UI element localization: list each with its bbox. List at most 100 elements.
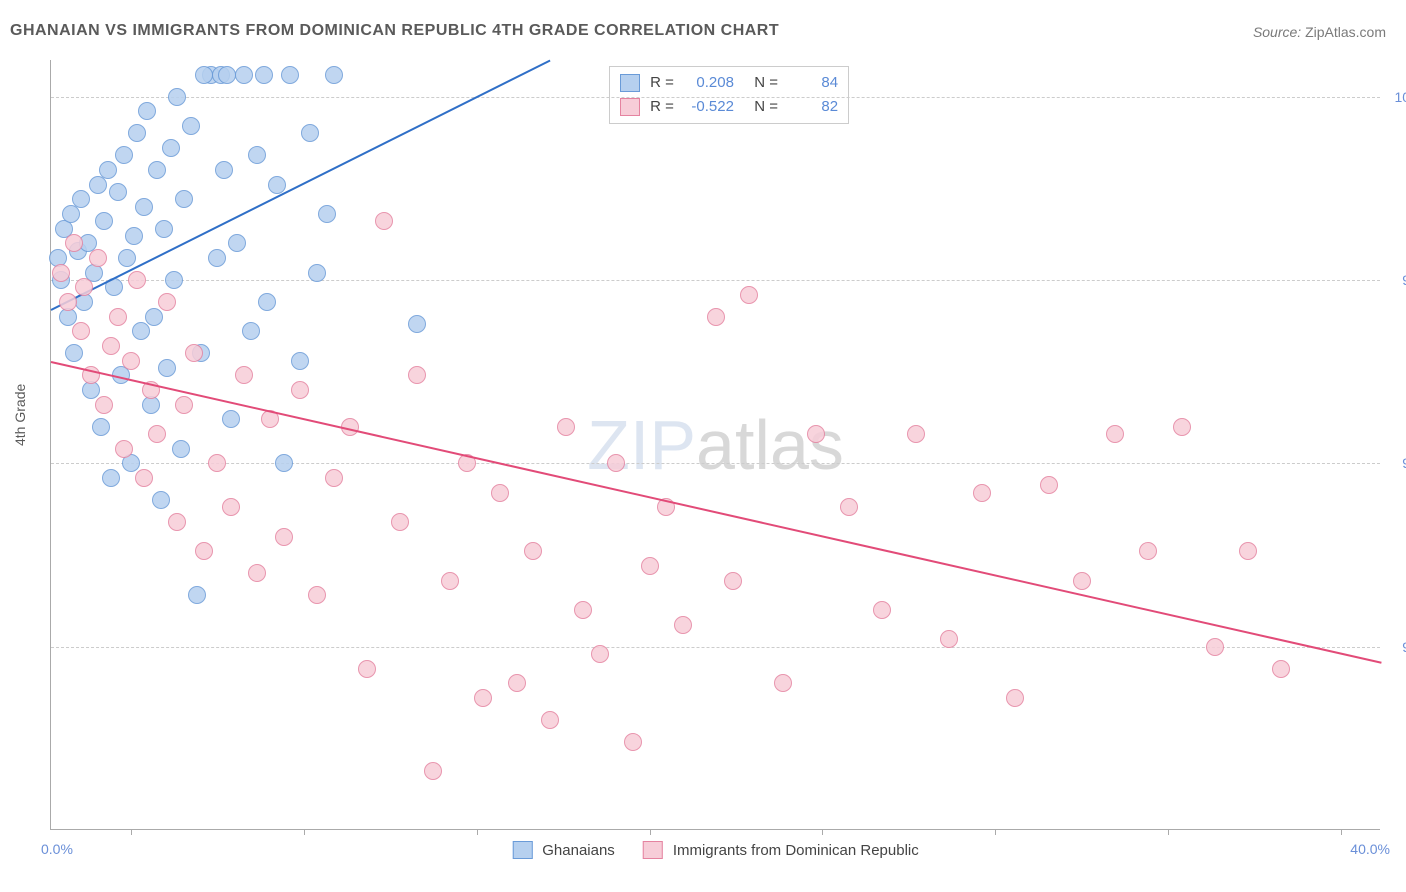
scatter-point-dominican: [391, 513, 409, 531]
chart-legend: Ghanaians Immigrants from Dominican Repu…: [512, 841, 918, 859]
scatter-point-dominican: [325, 469, 343, 487]
scatter-point-ghanaians: [242, 322, 260, 340]
x-tick-mark: [822, 829, 823, 835]
scatter-point-dominican: [873, 601, 891, 619]
scatter-point-dominican: [408, 366, 426, 384]
scatter-point-ghanaians: [308, 264, 326, 282]
scatter-point-ghanaians: [115, 146, 133, 164]
trend-line-ghanaians: [51, 60, 551, 311]
r-value-ghanaians: 0.208: [680, 71, 734, 95]
scatter-point-ghanaians: [102, 469, 120, 487]
scatter-point-dominican: [175, 396, 193, 414]
scatter-point-dominican: [591, 645, 609, 663]
scatter-point-dominican: [740, 286, 758, 304]
scatter-point-dominican: [574, 601, 592, 619]
scatter-point-ghanaians: [109, 183, 127, 201]
y-tick-label: 100.0%: [1395, 89, 1406, 105]
scatter-point-dominican: [1206, 638, 1224, 656]
r-label: R =: [650, 71, 674, 95]
scatter-point-dominican: [474, 689, 492, 707]
scatter-point-dominican: [1040, 476, 1058, 494]
y-tick-label: 95.0%: [1402, 455, 1406, 471]
watermark-part2: atlas: [696, 406, 844, 484]
scatter-point-dominican: [95, 396, 113, 414]
scatter-point-dominican: [724, 572, 742, 590]
legend-swatch-dominican: [643, 841, 663, 859]
n-label: N =: [754, 95, 778, 119]
scatter-point-dominican: [59, 293, 77, 311]
scatter-point-dominican: [424, 762, 442, 780]
scatter-point-dominican: [135, 469, 153, 487]
scatter-point-ghanaians: [99, 161, 117, 179]
x-tick-mark: [304, 829, 305, 835]
scatter-point-ghanaians: [138, 102, 156, 120]
scatter-point-ghanaians: [325, 66, 343, 84]
scatter-point-ghanaians: [65, 344, 83, 362]
scatter-point-ghanaians: [72, 190, 90, 208]
legend-swatch-ghanaians: [512, 841, 532, 859]
scatter-point-ghanaians: [258, 293, 276, 311]
x-tick-mark: [650, 829, 651, 835]
scatter-point-dominican: [195, 542, 213, 560]
chart-title: GHANAIAN VS IMMIGRANTS FROM DOMINICAN RE…: [10, 22, 779, 40]
scatter-point-dominican: [109, 308, 127, 326]
scatter-point-dominican: [52, 264, 70, 282]
scatter-point-dominican: [774, 674, 792, 692]
scatter-point-ghanaians: [208, 249, 226, 267]
legend-item-dominican: Immigrants from Dominican Republic: [643, 841, 919, 859]
x-axis-min-label: 0.0%: [41, 841, 73, 857]
scatter-point-ghanaians: [118, 249, 136, 267]
scatter-point-dominican: [1106, 425, 1124, 443]
scatter-point-dominican: [115, 440, 133, 458]
scatter-point-ghanaians: [168, 88, 186, 106]
scatter-point-ghanaians: [291, 352, 309, 370]
scatter-point-dominican: [72, 322, 90, 340]
scatter-point-ghanaians: [408, 315, 426, 333]
scatter-point-dominican: [1173, 418, 1191, 436]
scatter-point-dominican: [75, 278, 93, 296]
x-tick-mark: [1341, 829, 1342, 835]
scatter-point-dominican: [208, 454, 226, 472]
scatter-point-ghanaians: [92, 418, 110, 436]
scatter-point-ghanaians: [195, 66, 213, 84]
scatter-point-dominican: [65, 234, 83, 252]
watermark: ZIPatlas: [587, 405, 844, 485]
scatter-point-ghanaians: [248, 146, 266, 164]
scatter-point-ghanaians: [148, 161, 166, 179]
scatter-point-dominican: [375, 212, 393, 230]
scatter-point-ghanaians: [188, 586, 206, 604]
source-label: Source:: [1253, 24, 1301, 40]
scatter-point-dominican: [248, 564, 266, 582]
scatter-point-dominican: [102, 337, 120, 355]
scatter-point-dominican: [235, 366, 253, 384]
legend-item-ghanaians: Ghanaians: [512, 841, 615, 859]
x-tick-mark: [477, 829, 478, 835]
scatter-point-ghanaians: [172, 440, 190, 458]
r-label: R =: [650, 95, 674, 119]
scatter-point-ghanaians: [222, 410, 240, 428]
scatter-point-dominican: [1139, 542, 1157, 560]
n-label: N =: [754, 71, 778, 95]
scatter-point-dominican: [1006, 689, 1024, 707]
scatter-point-ghanaians: [155, 220, 173, 238]
scatter-point-dominican: [641, 557, 659, 575]
scatter-point-dominican: [624, 733, 642, 751]
source-attribution: Source: ZipAtlas.com: [1253, 24, 1386, 40]
scatter-point-ghanaians: [275, 454, 293, 472]
scatter-point-dominican: [907, 425, 925, 443]
n-value-dominican: 82: [784, 95, 838, 119]
scatter-point-dominican: [491, 484, 509, 502]
y-tick-label: 92.5%: [1402, 639, 1406, 655]
scatter-point-ghanaians: [162, 139, 180, 157]
scatter-point-dominican: [168, 513, 186, 531]
scatter-point-ghanaians: [132, 322, 150, 340]
scatter-point-dominican: [185, 344, 203, 362]
scatter-point-ghanaians: [255, 66, 273, 84]
scatter-point-ghanaians: [235, 66, 253, 84]
scatter-point-dominican: [973, 484, 991, 502]
scatter-point-dominican: [607, 454, 625, 472]
scatter-point-dominican: [89, 249, 107, 267]
swatch-ghanaians: [620, 74, 640, 92]
scatter-point-ghanaians: [158, 359, 176, 377]
x-tick-mark: [131, 829, 132, 835]
